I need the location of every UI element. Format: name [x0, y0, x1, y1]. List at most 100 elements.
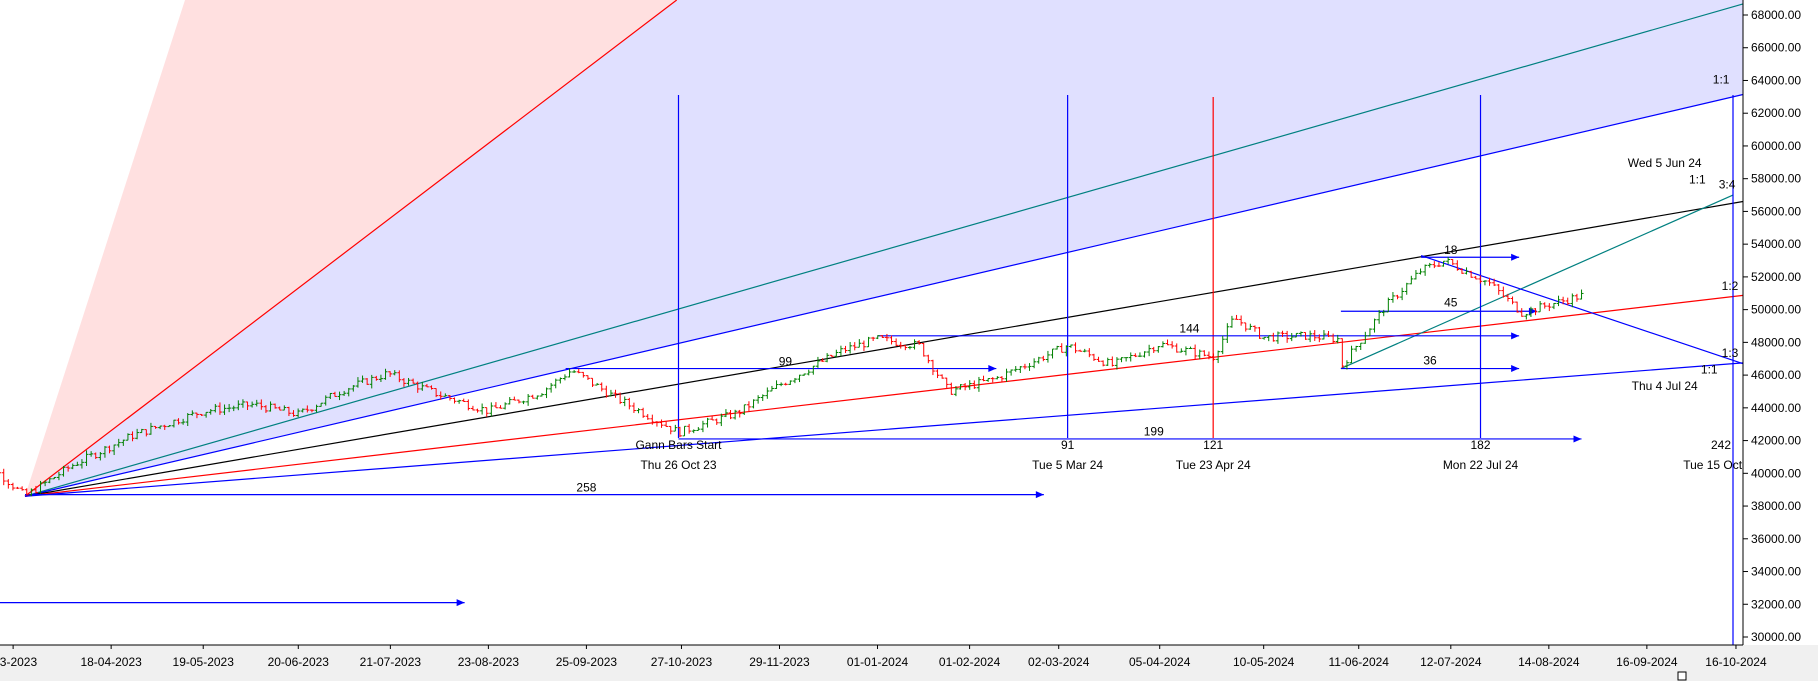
price-bar[interactable]: [815, 356, 820, 368]
price-bar[interactable]: [779, 382, 784, 387]
price-bar[interactable]: [475, 408, 480, 413]
price-bar[interactable]: [365, 378, 370, 385]
price-bar[interactable]: [1165, 339, 1170, 346]
price-bar[interactable]: [567, 368, 572, 378]
price-bar[interactable]: [967, 380, 972, 390]
price-bar[interactable]: [181, 418, 186, 425]
price-bar[interactable]: [622, 396, 627, 407]
price-bar[interactable]: [903, 344, 908, 351]
price-bar[interactable]: [792, 377, 797, 384]
price-bar[interactable]: [917, 340, 922, 345]
price-bar[interactable]: [1197, 349, 1202, 360]
price-bar[interactable]: [926, 354, 931, 364]
price-bar[interactable]: [98, 451, 103, 461]
price-bar[interactable]: [452, 397, 457, 404]
price-bar[interactable]: [208, 409, 213, 415]
price-bar[interactable]: [457, 399, 462, 404]
price-bar[interactable]: [1055, 345, 1060, 350]
price-bar[interactable]: [682, 425, 687, 437]
price-bar[interactable]: [1294, 332, 1299, 338]
price-bar[interactable]: [1073, 342, 1078, 354]
price-bar[interactable]: [443, 393, 448, 397]
price-bar[interactable]: [733, 409, 738, 420]
price-bar[interactable]: [424, 383, 429, 388]
price-bar[interactable]: [507, 397, 512, 405]
price-bar[interactable]: [1312, 330, 1317, 341]
price-bar[interactable]: [884, 333, 889, 342]
price-bar[interactable]: [401, 378, 406, 387]
price-bar[interactable]: [618, 392, 623, 405]
price-bar[interactable]: [1409, 275, 1414, 285]
price-bar[interactable]: [829, 354, 834, 357]
price-bar[interactable]: [1432, 261, 1437, 269]
price-bar[interactable]: [553, 378, 558, 389]
price-bar[interactable]: [489, 402, 494, 417]
price-bar[interactable]: [1455, 260, 1460, 271]
price-bar[interactable]: [765, 387, 770, 399]
price-bar[interactable]: [1321, 330, 1326, 340]
price-bar[interactable]: [1096, 356, 1101, 362]
price-bar[interactable]: [1395, 294, 1400, 300]
price-bar[interactable]: [250, 401, 255, 408]
price-bar[interactable]: [746, 401, 751, 412]
price-bar[interactable]: [1335, 334, 1340, 344]
price-bar[interactable]: [480, 403, 485, 415]
price-bar[interactable]: [769, 385, 774, 392]
price-bar[interactable]: [756, 395, 761, 404]
price-bar[interactable]: [171, 419, 176, 428]
price-bar[interactable]: [291, 410, 296, 417]
price-bar[interactable]: [1248, 323, 1253, 330]
price-bar[interactable]: [820, 358, 825, 362]
price-bar[interactable]: [309, 409, 314, 413]
price-bar[interactable]: [723, 409, 728, 418]
price-bar[interactable]: [1446, 256, 1451, 265]
price-bar[interactable]: [144, 429, 149, 437]
price-bar[interactable]: [130, 431, 135, 442]
price-bar[interactable]: [866, 336, 871, 348]
price-bar[interactable]: [673, 424, 678, 432]
price-bar[interactable]: [687, 423, 692, 434]
price-bar[interactable]: [484, 407, 489, 417]
price-bar[interactable]: [1496, 284, 1501, 295]
price-bar[interactable]: [1501, 286, 1506, 298]
price-bar[interactable]: [1381, 309, 1386, 317]
price-bar[interactable]: [1427, 262, 1432, 268]
price-bar[interactable]: [388, 371, 393, 377]
price-bar[interactable]: [1147, 344, 1152, 357]
price-bar[interactable]: [268, 401, 273, 412]
price-bar[interactable]: [1349, 345, 1354, 364]
price-bar[interactable]: [710, 416, 715, 421]
price-bar[interactable]: [1528, 306, 1533, 318]
price-bar[interactable]: [263, 405, 268, 413]
price-bar[interactable]: [1473, 275, 1478, 280]
price-bar[interactable]: [112, 444, 117, 456]
price-bar[interactable]: [1358, 342, 1363, 350]
price-bar[interactable]: [1160, 341, 1165, 348]
price-bar[interactable]: [742, 404, 747, 415]
price-bar[interactable]: [139, 428, 144, 434]
price-bar[interactable]: [1317, 334, 1322, 343]
price-bar[interactable]: [66, 465, 71, 472]
price-bar[interactable]: [190, 410, 195, 416]
price-bar[interactable]: [1119, 357, 1124, 363]
price-bar[interactable]: [650, 414, 655, 425]
price-bar[interactable]: [438, 391, 443, 400]
price-bar[interactable]: [972, 380, 977, 389]
price-bar[interactable]: [976, 376, 981, 392]
price-bar[interactable]: [10, 482, 15, 491]
price-bar[interactable]: [521, 400, 526, 405]
price-bar[interactable]: [259, 399, 264, 410]
price-bar[interactable]: [107, 445, 112, 454]
price-bar[interactable]: [530, 394, 535, 399]
price-bar[interactable]: [627, 397, 632, 410]
price-bar[interactable]: [1156, 346, 1161, 353]
price-bar[interactable]: [654, 421, 659, 427]
price-bar[interactable]: [562, 374, 567, 381]
price-bar[interactable]: [595, 382, 600, 386]
price-bar[interactable]: [1, 468, 6, 486]
price-bar[interactable]: [121, 439, 126, 446]
price-bar[interactable]: [1262, 336, 1267, 340]
price-bar[interactable]: [148, 422, 153, 435]
price-bar[interactable]: [337, 391, 342, 401]
price-bar[interactable]: [176, 418, 181, 425]
